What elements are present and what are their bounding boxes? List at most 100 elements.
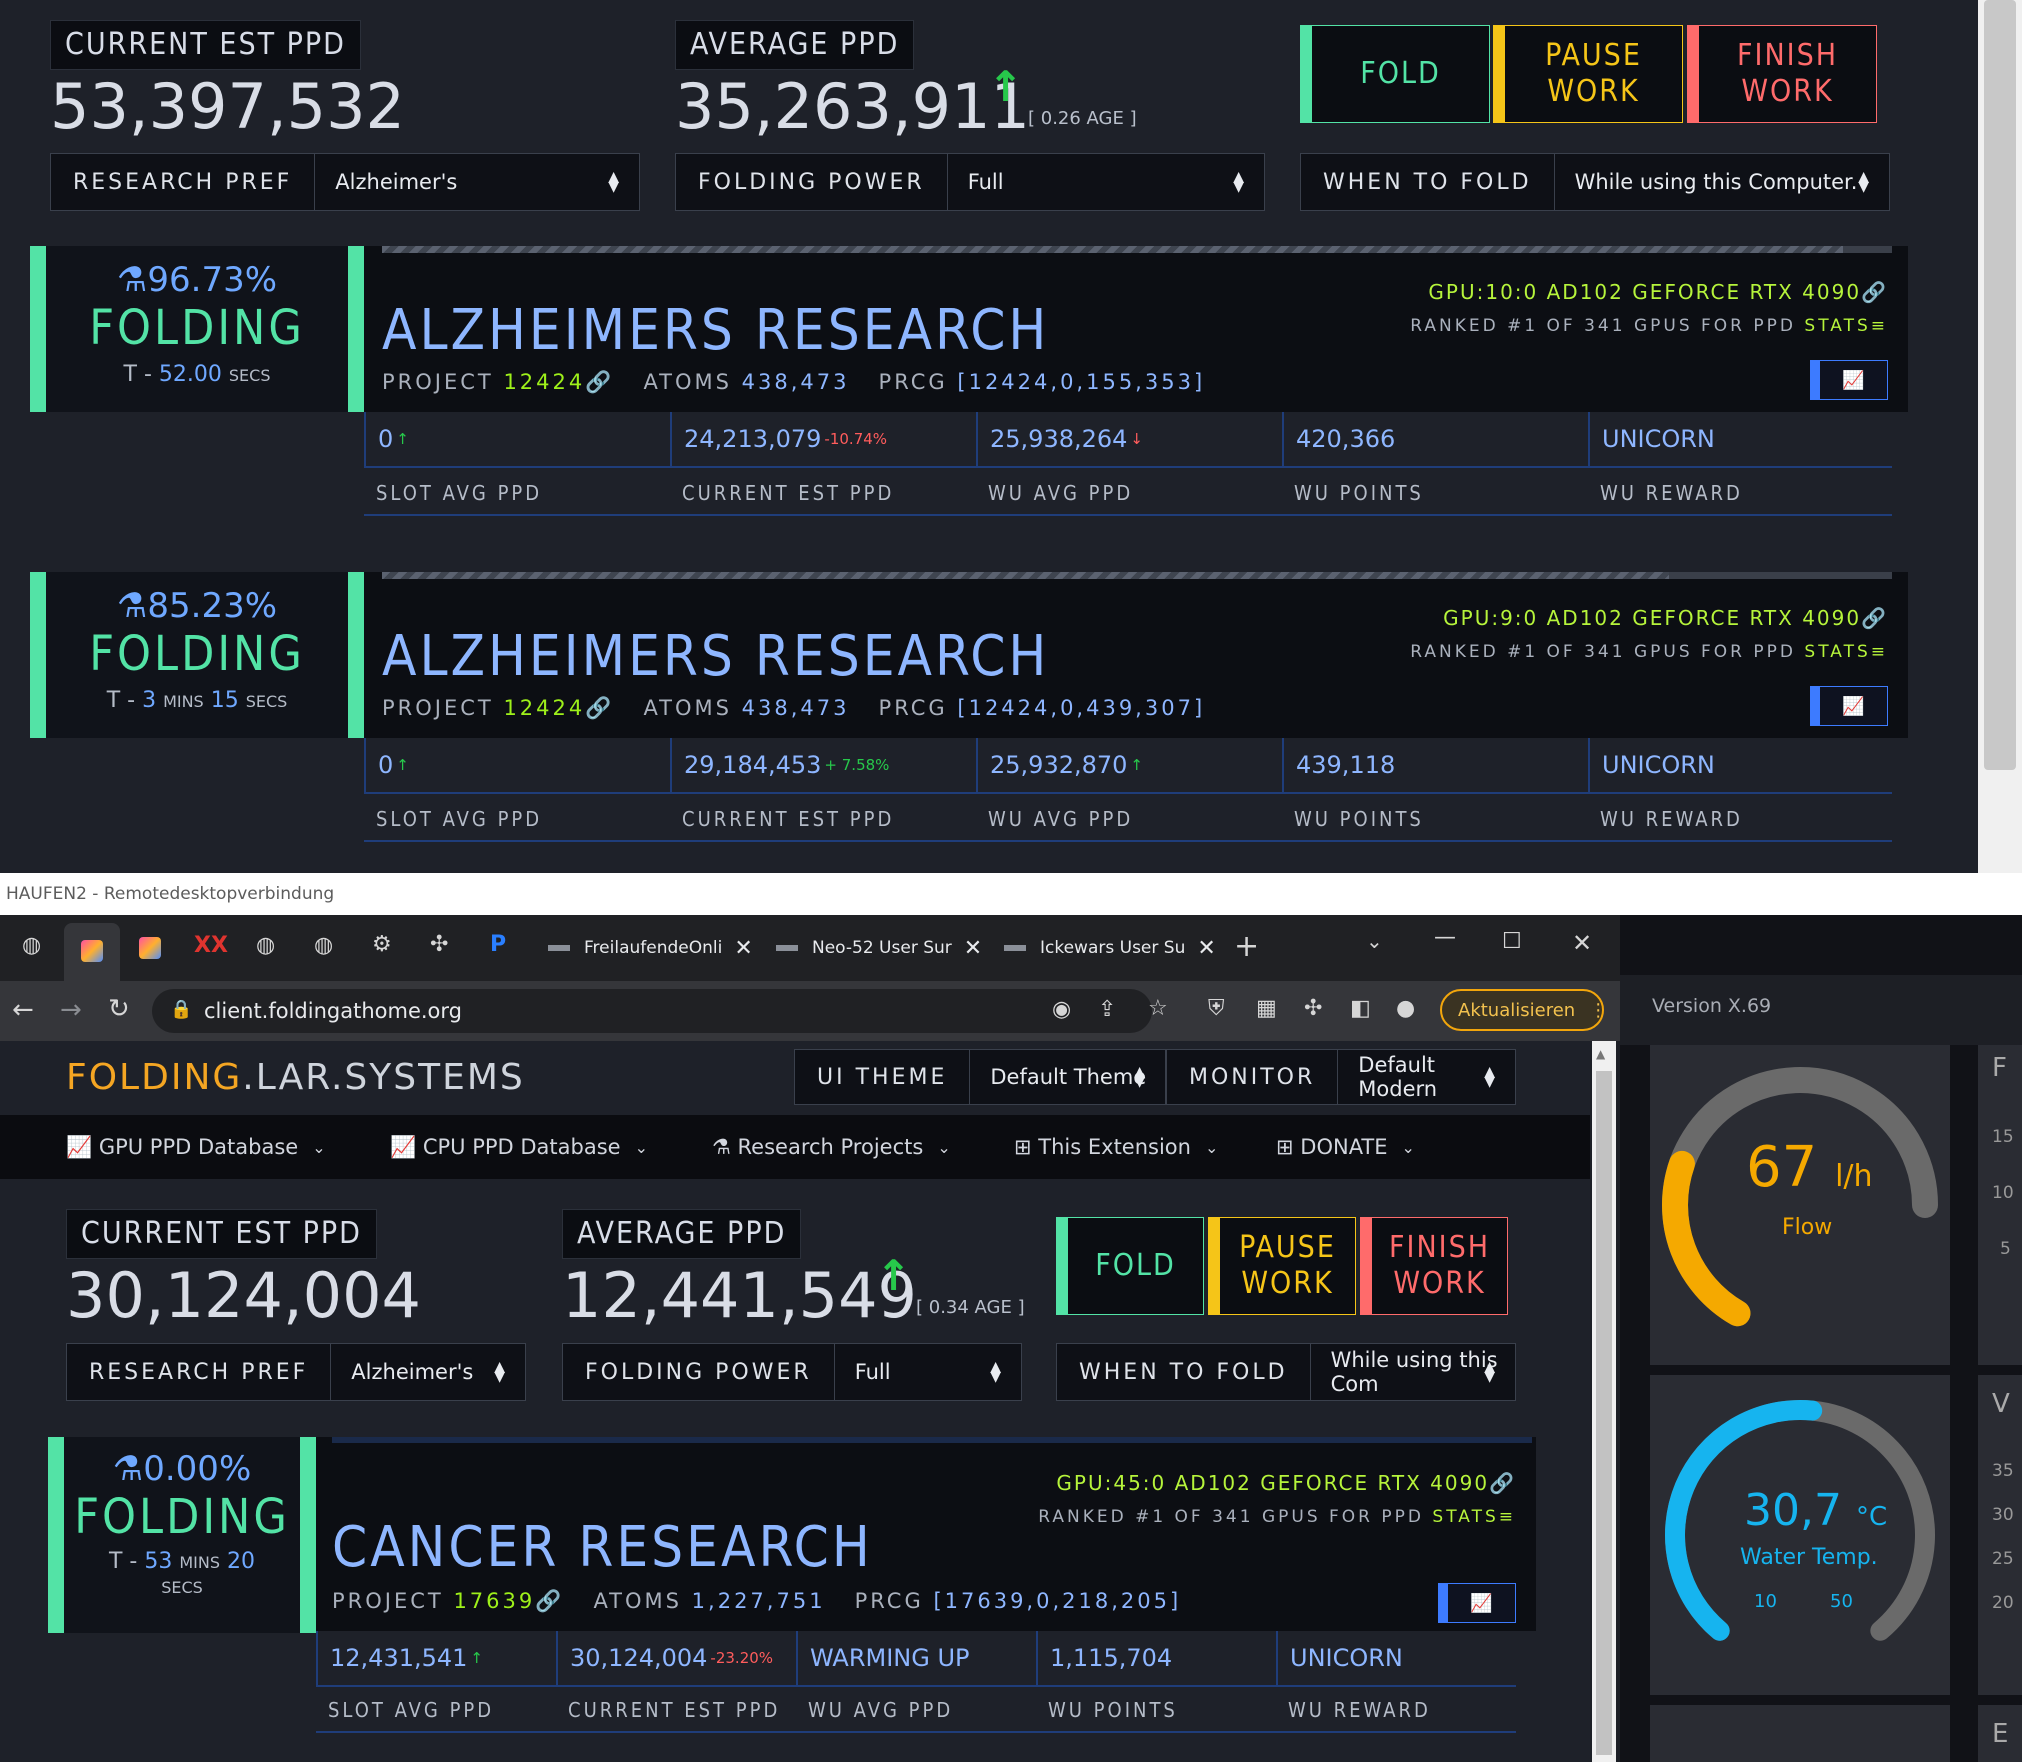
gpu-rank: RANKED #1 OF 341 GPUS FOR PPD STATS≡ — [1410, 642, 1888, 662]
pinned-tab-active[interactable] — [64, 923, 120, 981]
pause-work-button[interactable]: PAUSE WORK — [1208, 1217, 1356, 1315]
flow-label: Flow — [1782, 1215, 1833, 1240]
select-caret-icon: ▲ ▼ — [1858, 169, 1869, 195]
puzzle-icon[interactable]: ✣ — [1304, 996, 1323, 1021]
finish-work-button[interactable]: FINISH WORK — [1360, 1217, 1508, 1315]
forward-icon[interactable]: → — [60, 995, 82, 1025]
current-est-ppd-label: CURRENT EST PPD — [556, 1689, 796, 1733]
profile-icon[interactable]: ● — [1396, 996, 1416, 1021]
wu-avg-ppd-label: WU AVG PPD — [976, 472, 1282, 516]
browser-tab[interactable]: Ickewars User Su ✕ — [1004, 923, 1216, 973]
puzzle-icon[interactable]: ✣ — [430, 932, 449, 957]
share-icon[interactable]: ⇪ — [1098, 997, 1117, 1022]
chevron-down-icon[interactable]: ⌄ — [1366, 929, 1383, 953]
average-ppd-label: AVERAGE PPD — [562, 1209, 802, 1259]
rdp-window-title: HAUFEN2 - Remotedesktopverbindung — [0, 873, 2022, 915]
gpu-link[interactable]: GPU:10:0 AD102 GEFORCE RTX 4090🔗 — [1428, 280, 1888, 304]
close-icon[interactable]: ✕ — [734, 935, 753, 961]
chart-button[interactable]: 📈 — [1810, 686, 1888, 726]
nav-cpu-ppd-database[interactable]: 📈 CPU PPD Database ⌄ — [390, 1134, 648, 1160]
folding-power-select[interactable]: FOLDING POWER Full ▲ ▼ — [675, 153, 1265, 211]
paypal-icon[interactable]: P — [490, 932, 507, 957]
fold-button[interactable]: FOLD — [1056, 1217, 1204, 1315]
slot-status-box: ⚗96.73% FOLDING T - 52.00 SECS — [30, 246, 364, 412]
scrollbar-thumb[interactable] — [1984, 0, 2016, 770]
stats-link[interactable]: STATS — [1432, 1507, 1499, 1527]
stats-link[interactable]: STATS — [1804, 316, 1871, 336]
folding-power-select[interactable]: FOLDING POWER Full ▲ ▼ — [562, 1343, 1022, 1401]
back-icon[interactable]: ← — [12, 995, 34, 1025]
gear-icon[interactable]: ⚙ — [372, 932, 392, 957]
site-logo[interactable]: FOLDING.LAR.SYSTEMS — [66, 1057, 525, 1098]
update-button[interactable]: Aktualisieren ⋮ — [1440, 989, 1607, 1031]
foldingathome-page: FOLDING.LAR.SYSTEMS UI THEME Default The… — [0, 1041, 1590, 1762]
research-pref-select[interactable]: RESEARCH PREF Alzheimer's ▲ ▼ — [66, 1343, 526, 1401]
flask-icon: ⚗ — [116, 260, 148, 300]
xx-icon[interactable]: XX — [194, 933, 228, 958]
sidebar-icon[interactable]: ◧ — [1350, 996, 1371, 1021]
stats-link[interactable]: STATS — [1804, 642, 1871, 662]
project-link[interactable]: 17639 — [453, 1589, 536, 1613]
wu-points-value: 420,366 — [1282, 412, 1588, 468]
gpu-link[interactable]: GPU:45:0 AD102 GEFORCE RTX 4090🔗 — [1056, 1471, 1516, 1495]
star-icon[interactable]: ☆ — [1148, 996, 1168, 1021]
slot-progress-bar — [332, 1437, 1532, 1443]
flask-icon: ⚗ — [712, 1135, 738, 1159]
nav-gpu-ppd-database[interactable]: 📈 GPU PPD Database ⌄ — [66, 1134, 326, 1160]
nav-research-projects[interactable]: ⚗ Research Projects ⌄ — [712, 1135, 951, 1159]
extension-icon[interactable]: ▦ — [1256, 996, 1277, 1021]
chart-icon: 📈 — [390, 1134, 423, 1159]
globe-icon[interactable]: ◍ — [256, 933, 276, 958]
app-icon[interactable] — [139, 937, 161, 959]
finish-work-button[interactable]: FINISH WORK — [1687, 25, 1877, 123]
chart-button[interactable]: 📈 — [1810, 360, 1888, 400]
when-to-fold-select[interactable]: WHEN TO FOLD While using this Computer. ▲… — [1300, 153, 1890, 211]
chart-button[interactable]: 📈 — [1438, 1583, 1516, 1623]
monitor-select[interactable]: MONITOR Default Modern ▲ ▼ — [1166, 1049, 1516, 1105]
wu-points-value: 1,115,704 — [1036, 1631, 1276, 1687]
fold-button[interactable]: FOLD — [1300, 25, 1490, 123]
close-icon[interactable]: ✕ — [963, 935, 983, 961]
gauge-panel-partial — [1650, 1705, 1950, 1762]
temp-gauge — [1665, 1400, 1935, 1641]
research-pref-value: Alzheimer's — [351, 1360, 474, 1384]
close-window-icon[interactable]: ✕ — [1572, 929, 1593, 957]
browser-tab[interactable]: Neo-52 User Sur ✕ — [776, 923, 982, 973]
nav-this-extension[interactable]: ⊞ This Extension ⌄ — [1014, 1135, 1219, 1159]
side-tick: 35 — [1992, 1461, 2014, 1481]
slot-status-box: ⚗85.23% FOLDING T - 3 MINS 15 SECS — [30, 572, 364, 738]
url-bar[interactable]: 🔒 client.foldingathome.org ◉ ⇪ — [152, 989, 1152, 1033]
folding-power-label: FOLDING POWER — [676, 154, 948, 210]
ui-theme-select[interactable]: UI THEME Default Theme ▲ ▼ — [794, 1049, 1166, 1105]
new-tab-icon[interactable]: + — [1234, 929, 1260, 964]
slot-stats-labels: SLOT AVG PPD CURRENT EST PPD WU AVG PPD … — [364, 472, 1892, 516]
globe-icon[interactable]: ◍ — [314, 933, 334, 958]
research-pref-select[interactable]: RESEARCH PREF Alzheimer's ▲ ▼ — [50, 153, 640, 211]
scrollbar-track[interactable]: ▲ — [1592, 1041, 1616, 1762]
current-est-ppd-label: CURRENT EST PPD — [670, 798, 976, 842]
nav-donate[interactable]: ⊞ DONATE ⌄ — [1276, 1135, 1415, 1159]
maximize-icon[interactable]: ☐ — [1502, 929, 1522, 954]
ublock-icon[interactable]: ⛨ — [1208, 996, 1225, 1021]
app-header: Version X.69 — [1620, 975, 2022, 1045]
project-link[interactable]: 12424 — [503, 370, 586, 394]
wu-reward-value: UNICORN — [1588, 412, 1892, 468]
gpu-link[interactable]: GPU:9:0 AD102 GEFORCE RTX 4090🔗 — [1443, 606, 1888, 630]
eye-off-icon[interactable]: ◉ — [1052, 997, 1072, 1022]
when-to-fold-select[interactable]: WHEN TO FOLD While using this Com ▲ ▼ — [1056, 1343, 1516, 1401]
reload-icon[interactable]: ↻ — [108, 994, 130, 1024]
scroll-up-icon[interactable]: ▲ — [1596, 1047, 1606, 1061]
research-pref-label: RESEARCH PREF — [51, 154, 316, 210]
project-link[interactable]: 12424 — [503, 696, 586, 720]
pause-work-button[interactable]: PAUSE WORK — [1493, 25, 1683, 123]
side-letter: E — [1992, 1719, 2009, 1749]
scrollbar-thumb[interactable] — [1596, 1071, 1612, 1755]
close-icon[interactable]: ✕ — [1197, 935, 1216, 961]
minimize-icon[interactable]: — — [1434, 925, 1456, 950]
gpu-rank: RANKED #1 OF 341 GPUS FOR PPD STATS≡ — [1410, 316, 1888, 336]
globe-icon[interactable]: ◍ — [22, 933, 42, 958]
lock-icon[interactable]: 🔒 — [170, 999, 193, 1020]
browser-tab[interactable]: FreilaufendeOnli ✕ — [548, 923, 753, 973]
current-est-ppd-label: CURRENT EST PPD — [66, 1209, 377, 1259]
url-text[interactable]: client.foldingathome.org — [204, 999, 462, 1023]
